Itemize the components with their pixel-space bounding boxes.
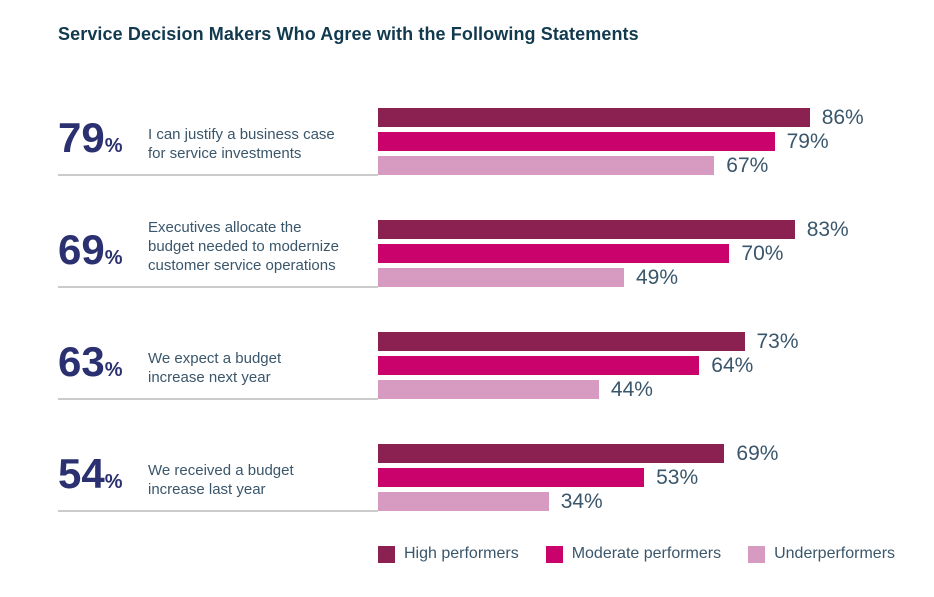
- bar-row: 44%: [378, 378, 880, 401]
- summary-percentage: 79%: [58, 117, 148, 163]
- statement-group: 69% Executives allocate the budget neede…: [58, 218, 934, 289]
- summary-number: 54: [58, 450, 105, 497]
- bar-row: 53%: [378, 466, 880, 489]
- statement-text: I can justify a business case for servic…: [148, 126, 335, 162]
- bar: [378, 132, 775, 151]
- statement-text: We received a budget increase last year: [148, 462, 294, 498]
- bar-row: 83%: [378, 218, 880, 241]
- legend-swatch: [748, 545, 766, 563]
- group-summary: 79% I can justify a business case for se…: [58, 108, 378, 176]
- bar-value-label: 53%: [656, 466, 699, 489]
- bar: [378, 356, 700, 375]
- summary-percentage: 54%: [58, 453, 148, 499]
- bar: [378, 268, 624, 287]
- chart-title: Service Decision Makers Who Agree with t…: [58, 24, 639, 44]
- group-summary: 69% Executives allocate the budget neede…: [58, 219, 378, 288]
- bar-value-label: 86%: [821, 106, 864, 129]
- bar-value-label: 70%: [741, 242, 784, 265]
- summary-percentage: 69%: [58, 229, 148, 275]
- bar: [378, 220, 795, 239]
- bar: [378, 444, 725, 463]
- legend-label: High performers: [404, 545, 519, 562]
- statement-group: 63% We expect a budget increase next yea…: [58, 330, 934, 401]
- bar-row: 70%: [378, 242, 880, 265]
- bar-stack: 73% 64% 44%: [378, 330, 880, 401]
- group-summary: 54% We received a budget increase last y…: [58, 444, 378, 512]
- bar: [378, 244, 730, 263]
- statement-text: We expect a budget increase next year: [148, 350, 282, 386]
- bar-row: 34%: [378, 490, 880, 513]
- bar-value-label: 69%: [736, 442, 779, 465]
- legend-label: Underperformers: [774, 545, 896, 562]
- legend-label: Moderate performers: [571, 545, 722, 562]
- bar-row: 69%: [378, 442, 880, 465]
- bar: [378, 468, 645, 487]
- bar-value-label: 64%: [711, 354, 754, 377]
- bar: [378, 332, 745, 351]
- bar-row: 64%: [378, 354, 880, 377]
- bar-value-label: 44%: [610, 378, 653, 401]
- statement-text: Executives allocate the budget needed to…: [148, 219, 339, 274]
- statement-group: 54% We received a budget increase last y…: [58, 442, 934, 513]
- bar-value-label: 73%: [756, 330, 799, 353]
- summary-number: 63: [58, 338, 105, 385]
- bar-row: 73%: [378, 330, 880, 353]
- bar-value-label: 67%: [726, 154, 769, 177]
- percent-sign: %: [104, 359, 123, 381]
- legend-item: Underperformers: [748, 545, 895, 563]
- legend: High performers Moderate performers Unde…: [378, 545, 934, 563]
- bar: [378, 156, 715, 175]
- percent-sign: %: [104, 247, 123, 269]
- bar: [378, 108, 810, 127]
- bar-row: 67%: [378, 154, 880, 177]
- bar-value-label: 34%: [560, 490, 603, 513]
- bar-stack: 69% 53% 34%: [378, 442, 880, 513]
- bar-row: 86%: [378, 106, 880, 129]
- summary-number: 69: [58, 226, 105, 273]
- bar-groups: 79% I can justify a business case for se…: [58, 106, 934, 513]
- bar: [378, 492, 549, 511]
- percent-sign: %: [104, 471, 123, 493]
- legend-item: Moderate performers: [545, 545, 722, 563]
- bar-value-label: 49%: [636, 266, 679, 289]
- summary-number: 79: [58, 114, 105, 161]
- bar-row: 79%: [378, 130, 880, 153]
- bar-row: 49%: [378, 266, 880, 289]
- legend-item: High performers: [378, 545, 519, 563]
- legend-swatch: [378, 545, 395, 563]
- summary-percentage: 63%: [58, 341, 148, 387]
- bar-stack: 83% 70% 49%: [378, 218, 880, 289]
- group-summary: 63% We expect a budget increase next yea…: [58, 332, 378, 400]
- bar-stack: 86% 79% 67%: [378, 106, 880, 177]
- bar-value-label: 83%: [806, 218, 849, 241]
- chart-container: Service Decision Makers Who Agree with t…: [58, 24, 934, 563]
- percent-sign: %: [104, 135, 123, 157]
- bar-value-label: 79%: [786, 130, 829, 153]
- bar: [378, 380, 599, 399]
- statement-group: 79% I can justify a business case for se…: [58, 106, 934, 177]
- legend-swatch: [545, 545, 563, 563]
